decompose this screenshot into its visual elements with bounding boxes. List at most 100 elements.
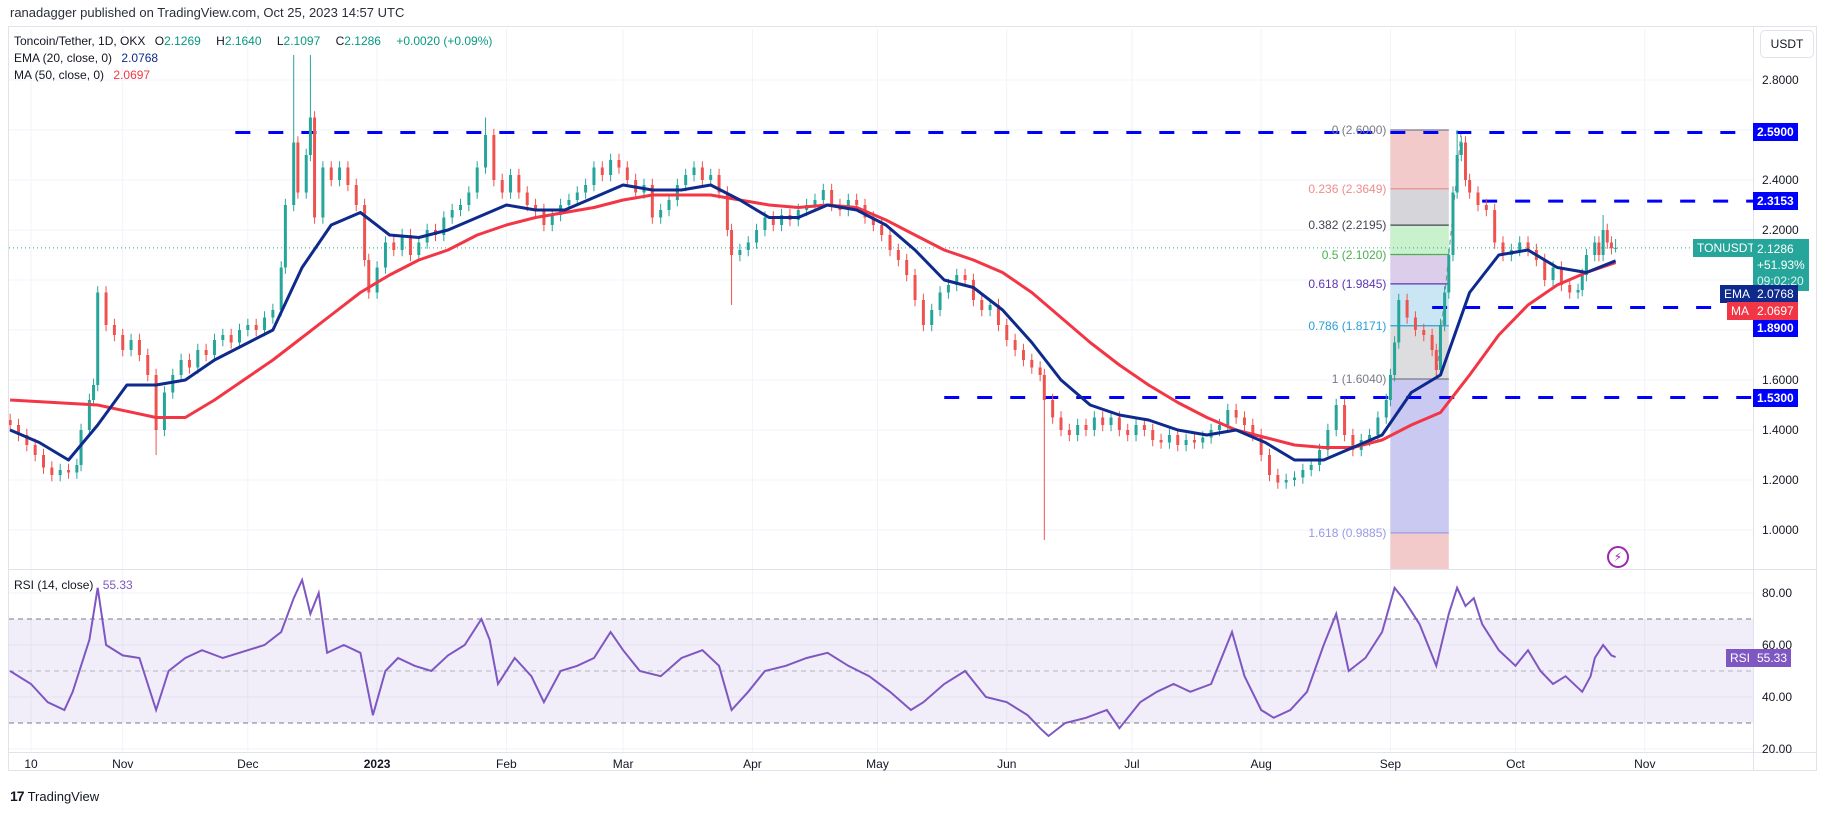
time-axis-label: Jun (997, 757, 1017, 771)
candle-body (1334, 405, 1338, 430)
candle-body (946, 285, 950, 293)
candle-body (534, 205, 538, 210)
candle-body (1476, 192, 1480, 205)
candle-body (42, 455, 46, 468)
candle-body (1242, 417, 1246, 425)
ma-label: MA (50, close, 0) (14, 68, 105, 82)
candle-body (1451, 192, 1455, 255)
ema-legend[interactable]: EMA (20, close, 0) 2.0768 (14, 51, 164, 65)
ema-tag: EMA (1720, 285, 1755, 303)
candle-body (517, 175, 521, 193)
candle-body (171, 375, 175, 393)
candle-body (650, 185, 654, 218)
fib-zone (1390, 188, 1449, 226)
candle-body (1184, 440, 1188, 445)
candle-body (1518, 242, 1522, 250)
candle-body (9, 420, 12, 425)
candle-body (367, 260, 371, 293)
currency-button[interactable]: USDT (1760, 30, 1814, 58)
candle-body (1609, 242, 1613, 249)
ema20-line (9, 183, 1617, 462)
candle-body (1030, 360, 1034, 368)
candle-body (796, 210, 800, 220)
candle-body (1597, 242, 1601, 255)
tv-logo-icon: 17 (10, 788, 25, 804)
time-axis-label: May (866, 757, 889, 771)
candle-body (830, 190, 834, 205)
time-axis-label: Feb (496, 757, 517, 771)
candle-body (1126, 430, 1130, 435)
fib-label: 0.236 (2.3649) (1308, 181, 1387, 196)
candle-body (888, 235, 892, 250)
tv-brand: TradingView (27, 788, 100, 804)
candle-body (475, 167, 479, 193)
price-axis-label: 1.4000 (1762, 423, 1799, 437)
candle-body (1284, 480, 1288, 483)
candle-body (1413, 317, 1417, 330)
candle-body (659, 210, 663, 218)
fib-label: 0.382 (2.2195) (1308, 218, 1387, 233)
candle-body (575, 192, 579, 200)
candle-body (1251, 425, 1255, 435)
rsi-legend[interactable]: RSI (14, close) 55.33 (14, 578, 139, 592)
candle-body (1267, 455, 1271, 475)
candle-body (16, 425, 20, 435)
candle-body (1430, 335, 1434, 350)
ohlc-high: H2.1640 (216, 34, 262, 48)
tradingview-logo[interactable]: 17 TradingView (10, 788, 99, 804)
candle-body (771, 217, 775, 225)
candle-body (1167, 435, 1171, 443)
time-axis-label: Dec (237, 757, 259, 771)
candle-body (846, 200, 850, 210)
candle-body (1455, 155, 1459, 193)
candle-body (667, 200, 671, 210)
price-axis-label: 1.0000 (1762, 523, 1799, 537)
candle-body (821, 190, 825, 200)
candle-body (1576, 290, 1580, 293)
change-percent: +51.93% (1757, 258, 1805, 272)
candle-body (450, 210, 454, 218)
candle-body (363, 205, 367, 260)
lightning-icon[interactable]: ⚡︎ (1607, 546, 1629, 568)
candle-body (104, 292, 108, 325)
candle-body (1393, 342, 1397, 375)
fib-label: 0.5 (2.1020) (1321, 247, 1387, 262)
candle-body (279, 267, 283, 310)
candle-body (1384, 400, 1388, 418)
candle-body (755, 230, 759, 243)
candle-body (92, 385, 96, 400)
candle-body (600, 167, 604, 175)
fib-label: 0.786 (1.8171) (1308, 318, 1387, 333)
symbol-name: Toncoin/Tether, 1D, OKX (14, 34, 146, 48)
ma-legend[interactable]: MA (50, close, 0) 2.0697 (14, 68, 156, 82)
candle-body (212, 340, 216, 355)
candle-body (1351, 435, 1355, 450)
candle-body (408, 235, 412, 255)
candle-body (137, 340, 141, 355)
candle-body (1551, 267, 1555, 280)
ohlc-open: O2.1269 (154, 34, 201, 48)
candle-body (905, 260, 909, 275)
candle-body (684, 175, 688, 185)
candle-body (254, 325, 258, 330)
candle-body (162, 392, 166, 430)
candle-body (75, 465, 79, 473)
time-axis-label: Nov (1634, 757, 1656, 771)
candle-body (484, 135, 488, 168)
last-price: 2.1286 (1757, 242, 1794, 256)
candle-body (938, 292, 942, 310)
candle-body (283, 205, 287, 268)
candle-body (400, 235, 404, 250)
candle-body (1434, 350, 1438, 370)
candle-body (1192, 440, 1196, 443)
candle-body (1443, 292, 1447, 325)
rsi-value: 55.33 (102, 578, 133, 592)
candle-body (238, 330, 241, 343)
candle-body (717, 175, 721, 193)
level-tag-2590: 2.5900 (1753, 123, 1798, 141)
candle-body (296, 142, 300, 193)
candle-body (509, 175, 513, 193)
candle-body (1276, 475, 1280, 483)
candle-body (321, 167, 325, 218)
